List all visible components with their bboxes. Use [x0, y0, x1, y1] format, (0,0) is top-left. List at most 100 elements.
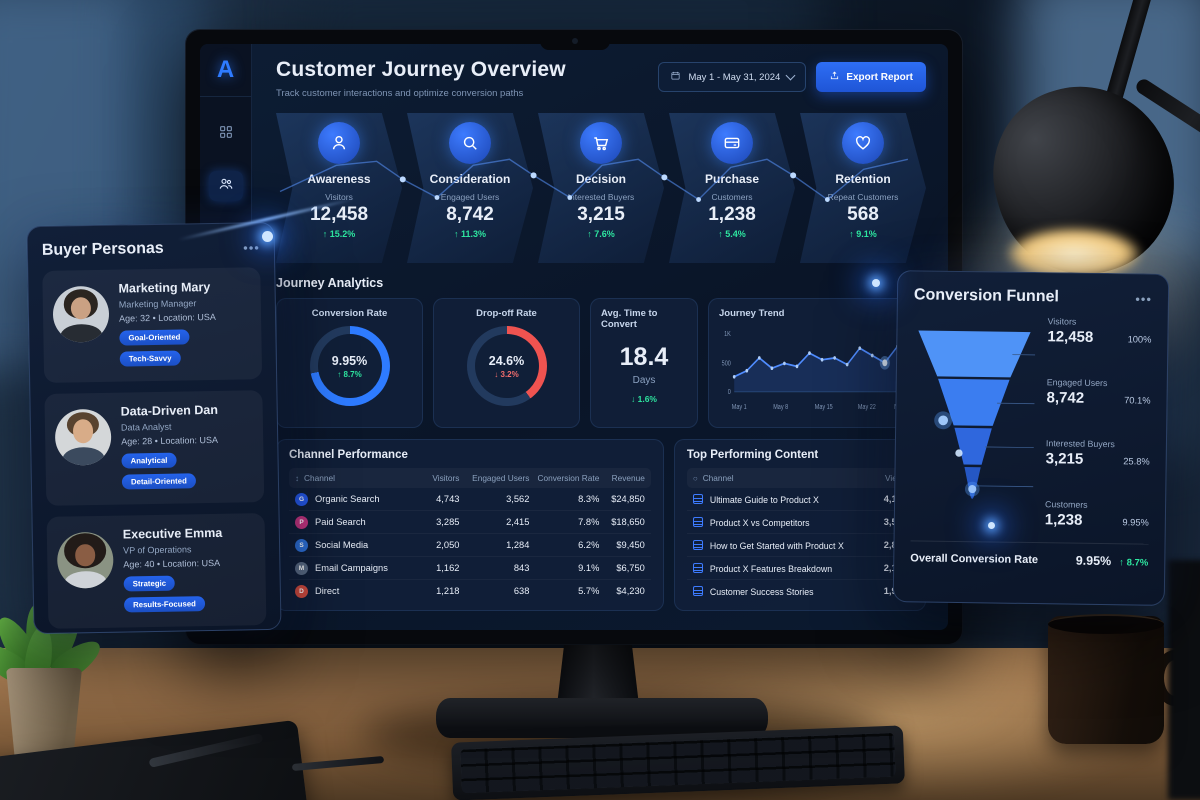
export-report-button[interactable]: Export Report	[816, 62, 926, 92]
metric-value: 18.4	[619, 343, 669, 371]
persona-card-dan[interactable]: Data-Driven Dan Data Analyst Age: 28 • L…	[44, 390, 265, 506]
funnel-footer: Overall Conversion Rate 9.95% ↑ 8.7%	[910, 540, 1149, 569]
stage-card-purchase[interactable]: Purchase Customers 1,238 ↑ 5.4%	[669, 113, 795, 263]
document-icon	[692, 585, 703, 596]
persona-card-emma[interactable]: Executive Emma VP of Operations Age: 40 …	[46, 513, 267, 629]
users-icon	[218, 176, 234, 197]
circle-icon: ○	[692, 474, 698, 483]
stage-value: 12,458	[309, 204, 369, 225]
stage-change: ↑ 15.2%	[322, 229, 356, 239]
table-row[interactable]: M Email Campaigns 1,162 843 9.1% $6,750	[289, 557, 651, 580]
ellipsis-menu-icon[interactable]: •••	[243, 239, 260, 255]
heart-icon	[842, 122, 884, 164]
stage-change: ↑ 11.3%	[453, 229, 487, 239]
stage-value: 568	[847, 204, 879, 225]
stage-title: Retention	[835, 172, 891, 186]
export-icon	[829, 70, 840, 84]
dashboard-screen: A Customer Journey Overview Tra	[200, 44, 948, 630]
panel-title: Buyer Personas	[41, 239, 164, 259]
table-row[interactable]: P Paid Search 3,285 2,415 7.8% $18,650	[289, 511, 651, 534]
card-title: Channel Performance	[289, 449, 408, 461]
list-item[interactable]: Customer Success Stories 1,987	[687, 580, 913, 602]
persona-name: Data-Driven Dan	[120, 402, 219, 419]
journey-trend-card: Journey Trend 1K 500 0 May 1 May 8 May 1	[708, 298, 926, 428]
avatar	[56, 531, 114, 589]
list-item[interactable]: Product X vs Competitors 3,562	[686, 511, 913, 534]
svg-text:0: 0	[728, 388, 731, 396]
persona-card-mary[interactable]: Marketing Mary Marketing Manager Age: 32…	[42, 267, 263, 383]
sidebar-item-dashboard[interactable]	[209, 119, 243, 149]
chevron-down-icon	[785, 70, 796, 81]
card-title: Top Performing Content	[686, 449, 819, 461]
stage-card-awareness[interactable]: Awareness Visitors 12,458 ↑ 15.2%	[276, 113, 402, 263]
stage-change: ↑ 5.4%	[718, 229, 746, 239]
persona-tag: Analytical	[121, 452, 177, 469]
analytics-cards: Conversion Rate 9.95% ↑ 8.7% Drop-off Ra…	[276, 298, 926, 428]
svg-text:May 8: May 8	[773, 403, 788, 411]
buyer-personas-panel: Buyer Personas ••• Marketing Mary Market…	[26, 221, 282, 635]
document-icon	[692, 562, 703, 573]
stage-card-decision[interactable]: Decision Interested Buyers 3,215 ↑ 7.6%	[538, 113, 664, 263]
stage-card-consideration[interactable]: Consideration Engaged Users 8,742 ↑ 11.3…	[407, 113, 533, 263]
metric-change: ↓ 1.6%	[631, 394, 657, 404]
keyboard-keys	[460, 732, 896, 794]
table-row[interactable]: D Direct 1,218 638 5.7% $4,230	[289, 580, 651, 602]
avatar	[52, 285, 110, 343]
svg-text:500: 500	[722, 360, 731, 368]
metric-change: ↓ 3.2%	[494, 369, 519, 379]
stage-change: ↑ 7.6%	[587, 229, 615, 239]
avatar	[54, 408, 112, 466]
stage-label: Repeat Customers	[827, 192, 899, 202]
list-item[interactable]: Product X Features Breakdown 2,104	[686, 557, 913, 580]
svg-text:May 1: May 1	[732, 403, 747, 411]
sort-icon[interactable]: ↕	[295, 474, 299, 483]
persona-role: Data Analyst	[120, 421, 172, 433]
header-titles: Customer Journey Overview Track customer…	[276, 58, 566, 99]
page-title: Customer Journey Overview	[276, 58, 566, 81]
stage-card-retention[interactable]: Retention Repeat Customers 568 ↑ 9.1%	[800, 113, 926, 263]
table-row[interactable]: S Social Media 2,050 1,284 6.2% $9,450	[289, 534, 651, 557]
conversion-funnel-panel: Conversion Funnel •••	[892, 270, 1170, 606]
metric-title: Conversion Rate	[311, 308, 388, 319]
funnel-stat: Engaged Users 8,742 70.1%	[1046, 377, 1151, 407]
metric-value: 9.95%	[331, 353, 368, 368]
list-item[interactable]: Ultimate Guide to Product X 4,125	[686, 488, 913, 511]
persona-tag: Goal-Oriented	[119, 329, 190, 346]
grid-icon	[218, 124, 234, 145]
table-row[interactable]: G Organic Search 4,743 3,562 8.3% $24,850	[289, 488, 651, 511]
panel-title: Conversion Funnel	[913, 286, 1059, 306]
dropoff-donut-chart: 24.6% ↓ 3.2%	[466, 326, 547, 406]
top-content-card: Top Performing Content ○Channel Views Ul…	[673, 439, 926, 611]
sidebar-item-customers[interactable]	[208, 171, 243, 201]
ellipsis-menu-icon[interactable]: •••	[1135, 290, 1153, 307]
channel-badge-icon: D	[295, 584, 308, 598]
dashboard-content: Customer Journey Overview Track customer…	[252, 44, 948, 630]
journey-trend-chart: 1K 500 0 May 1 May 8 May 15 May 22 May 2…	[722, 329, 912, 411]
stage-label: Engaged Users	[440, 192, 500, 202]
list-item[interactable]: How to Get Started with Product X 2,841	[686, 534, 913, 557]
persona-meta: Age: 32 • Location: USA	[118, 311, 216, 324]
coffee-mug	[1048, 614, 1164, 744]
stage-title: Decision	[575, 172, 626, 186]
stage-value: 8,742	[446, 204, 494, 225]
stage-value: 1,238	[708, 204, 756, 225]
credit-card-icon	[711, 122, 753, 164]
persona-tag: Detail-Oriented	[121, 473, 196, 490]
metric-title: Drop-off Rate	[476, 308, 537, 319]
funnel-stat: Visitors 12,458 100%	[1047, 316, 1152, 346]
date-range-picker[interactable]: May 1 - May 31, 2024	[658, 62, 807, 92]
footer-label: Overall Conversion Rate	[910, 552, 1039, 567]
persona-tag: Results-Focused	[123, 596, 206, 613]
svg-text:May 22: May 22	[858, 403, 876, 411]
monitor-stand-base	[436, 698, 768, 738]
analytics-section-title: Journey Analytics	[276, 276, 384, 290]
persona-role: VP of Operations	[123, 544, 192, 556]
stage-title: Awareness	[307, 172, 371, 186]
metric-change: ↑ 8.7%	[337, 369, 362, 379]
cart-icon	[580, 122, 622, 164]
bottom-row: Channel Performance ↕ Channel Visitors En…	[276, 439, 926, 611]
divider	[200, 96, 251, 97]
channel-badge-icon: M	[295, 561, 308, 575]
user-icon	[318, 122, 360, 164]
stage-title: Purchase	[704, 172, 760, 186]
